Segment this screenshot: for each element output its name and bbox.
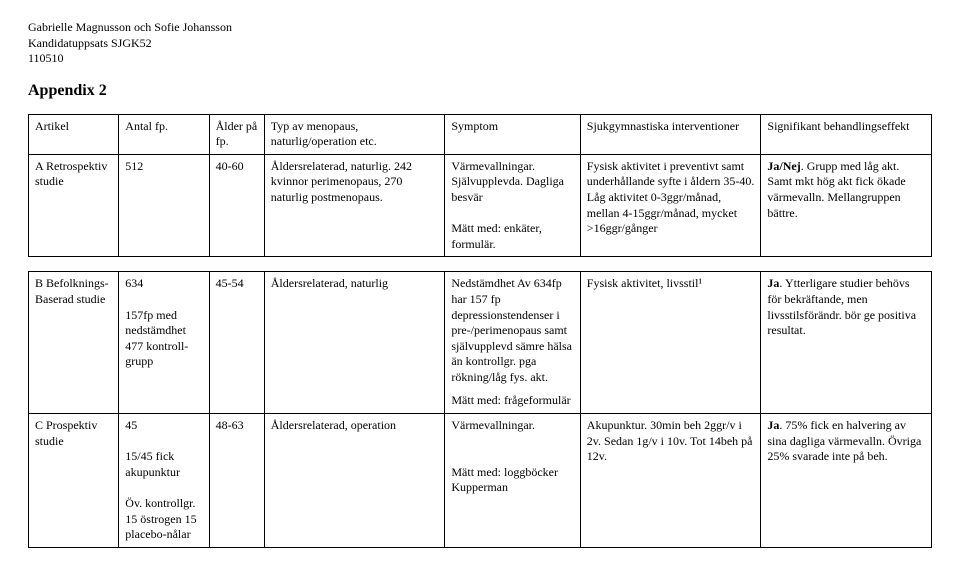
cell-c-antal: 45 15/45 fick akupunktur Öv. kontrollgr.… (119, 414, 209, 548)
cell-b-interv: Fysisk aktivitet, livsstil¹ (580, 272, 761, 414)
col-sig: Signifikant behandlingseffekt (761, 114, 932, 154)
table-gap (28, 257, 932, 271)
col-symptom: Symptom (445, 114, 580, 154)
cell-c-sig: Ja. 75% fick en halvering av sina daglig… (761, 414, 932, 548)
cell-c-antal-1: 45 (125, 418, 137, 432)
cell-a-sig: Ja/Nej. Grupp med låg akt. Samt mkt hög … (761, 154, 932, 257)
table-row-a: A Retrospektiv studie 512 40-60 Åldersre… (29, 154, 932, 257)
cell-a-antal: 512 (119, 154, 209, 257)
appendix-table: Artikel Antal fp. Ålder på fp. Typ av me… (28, 114, 932, 258)
cell-c-antal-2: 15/45 fick akupunktur (125, 449, 180, 479)
header-line-1: Gabrielle Magnusson och Sofie Johansson (28, 20, 932, 36)
cell-c-symptom: Värmevallningar. Mätt med: loggböcker Ku… (445, 414, 580, 548)
cell-a-symptom-matt: Mätt med: enkäter, formulär. (451, 221, 542, 251)
cell-b-antal: 634 157fp med nedstämdhet 477 kontroll-g… (119, 272, 209, 414)
cell-b-sig: Ja. Ytterligare studier behövs för bekrä… (761, 272, 932, 414)
appendix-title: Appendix 2 (28, 81, 932, 102)
cell-b-antal-1: 634 (125, 276, 143, 290)
cell-c-interv: Akupunktur. 30min beh 2ggr/v i 2v. Sedan… (580, 414, 761, 548)
table-row-b: B Befolknings-Baserad studie 634 157fp m… (29, 272, 932, 390)
cell-b-sig-rest: . Ytterligare studier behövs för bekräft… (767, 276, 916, 337)
cell-c-symptom-matt: Mätt med: loggböcker Kupperman (451, 465, 558, 495)
cell-c-alder: 48-63 (209, 414, 264, 548)
cell-b-sig-bold: Ja (767, 276, 779, 290)
header-line-3: 110510 (28, 51, 932, 67)
cell-a-symptom: Värmevallningar. Självupplevda. Dagliga … (445, 154, 580, 257)
col-interv: Sjukgymnastiska interventioner (580, 114, 761, 154)
col-antal: Antal fp. (119, 114, 209, 154)
cell-a-symptom-text: Värmevallningar. Självupplevda. Dagliga … (451, 159, 564, 204)
cell-b-antal-2: 157fp med nedstämdhet 477 kontroll-grupp (125, 308, 188, 369)
cell-c-symptom-text: Värmevallningar. (451, 418, 535, 432)
cell-c-sig-bold: Ja (767, 418, 779, 432)
cell-a-alder: 40-60 (209, 154, 264, 257)
cell-b-symptom: Nedstämdhet Av 634fp har 157 fp depressi… (445, 272, 580, 390)
cell-a-typ: Åldersrelaterad, naturlig. 242 kvinnor p… (264, 154, 445, 257)
cell-c-typ: Åldersrelaterad, operation (264, 414, 445, 548)
table-row-c: C Prospektiv studie 45 15/45 fick akupun… (29, 414, 932, 548)
document-header: Gabrielle Magnusson och Sofie Johansson … (28, 20, 932, 67)
cell-b-alder: 45-54 (209, 272, 264, 414)
col-alder: Ålder på fp. (209, 114, 264, 154)
table-header-row: Artikel Antal fp. Ålder på fp. Typ av me… (29, 114, 932, 154)
cell-c-artikel: C Prospektiv studie (29, 414, 119, 548)
cell-b-typ: Åldersrelaterad, naturlig (264, 272, 445, 414)
col-artikel: Artikel (29, 114, 119, 154)
appendix-table-2: B Befolknings-Baserad studie 634 157fp m… (28, 271, 932, 548)
cell-a-sig-bold: Ja/Nej (767, 159, 800, 173)
cell-a-artikel: A Retrospektiv studie (29, 154, 119, 257)
cell-a-interv: Fysisk aktivitet i preventivt samt under… (580, 154, 761, 257)
cell-c-antal-3: Öv. kontrollgr. 15 östrogen 15 placebo-n… (125, 496, 196, 541)
cell-b-artikel: B Befolknings-Baserad studie (29, 272, 119, 414)
col-typ: Typ av menopaus, naturlig/operation etc. (264, 114, 445, 154)
cell-b-symptom-matt: Mätt med: frågeformulär (445, 389, 580, 413)
cell-c-sig-rest: . 75% fick en halvering av sina dagliga … (767, 418, 921, 463)
header-line-2: Kandidatuppsats SJGK52 (28, 36, 932, 52)
